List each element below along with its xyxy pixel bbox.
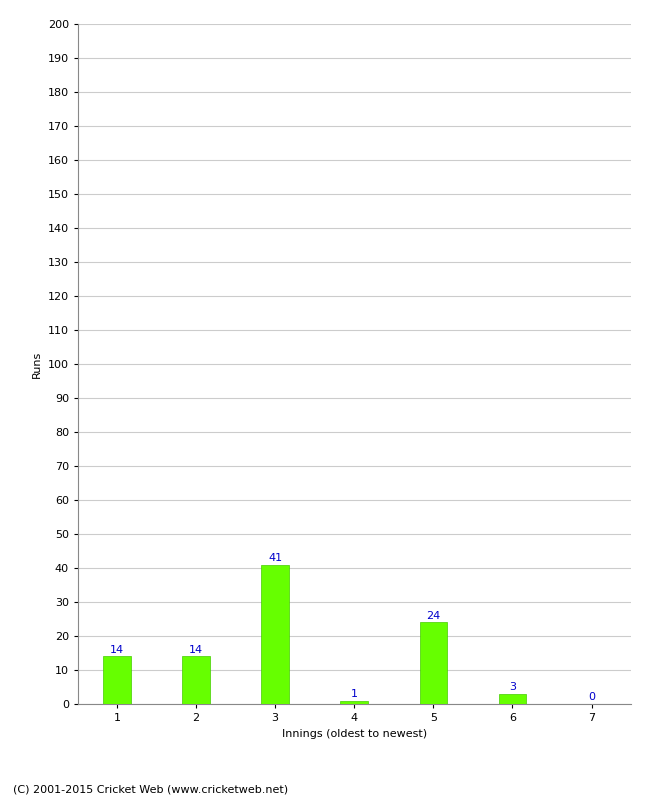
Bar bbox=[261, 565, 289, 704]
Bar bbox=[419, 622, 447, 704]
X-axis label: Innings (oldest to newest): Innings (oldest to newest) bbox=[281, 729, 427, 738]
Bar bbox=[182, 656, 210, 704]
Text: 3: 3 bbox=[509, 682, 516, 692]
Text: 41: 41 bbox=[268, 553, 282, 563]
Text: 14: 14 bbox=[189, 645, 203, 654]
Bar bbox=[103, 656, 131, 704]
Text: (C) 2001-2015 Cricket Web (www.cricketweb.net): (C) 2001-2015 Cricket Web (www.cricketwe… bbox=[13, 784, 288, 794]
Text: 1: 1 bbox=[351, 689, 358, 699]
Text: 24: 24 bbox=[426, 610, 441, 621]
Text: 14: 14 bbox=[110, 645, 124, 654]
Bar bbox=[341, 701, 368, 704]
Bar bbox=[499, 694, 526, 704]
Text: 0: 0 bbox=[588, 692, 595, 702]
Y-axis label: Runs: Runs bbox=[32, 350, 42, 378]
